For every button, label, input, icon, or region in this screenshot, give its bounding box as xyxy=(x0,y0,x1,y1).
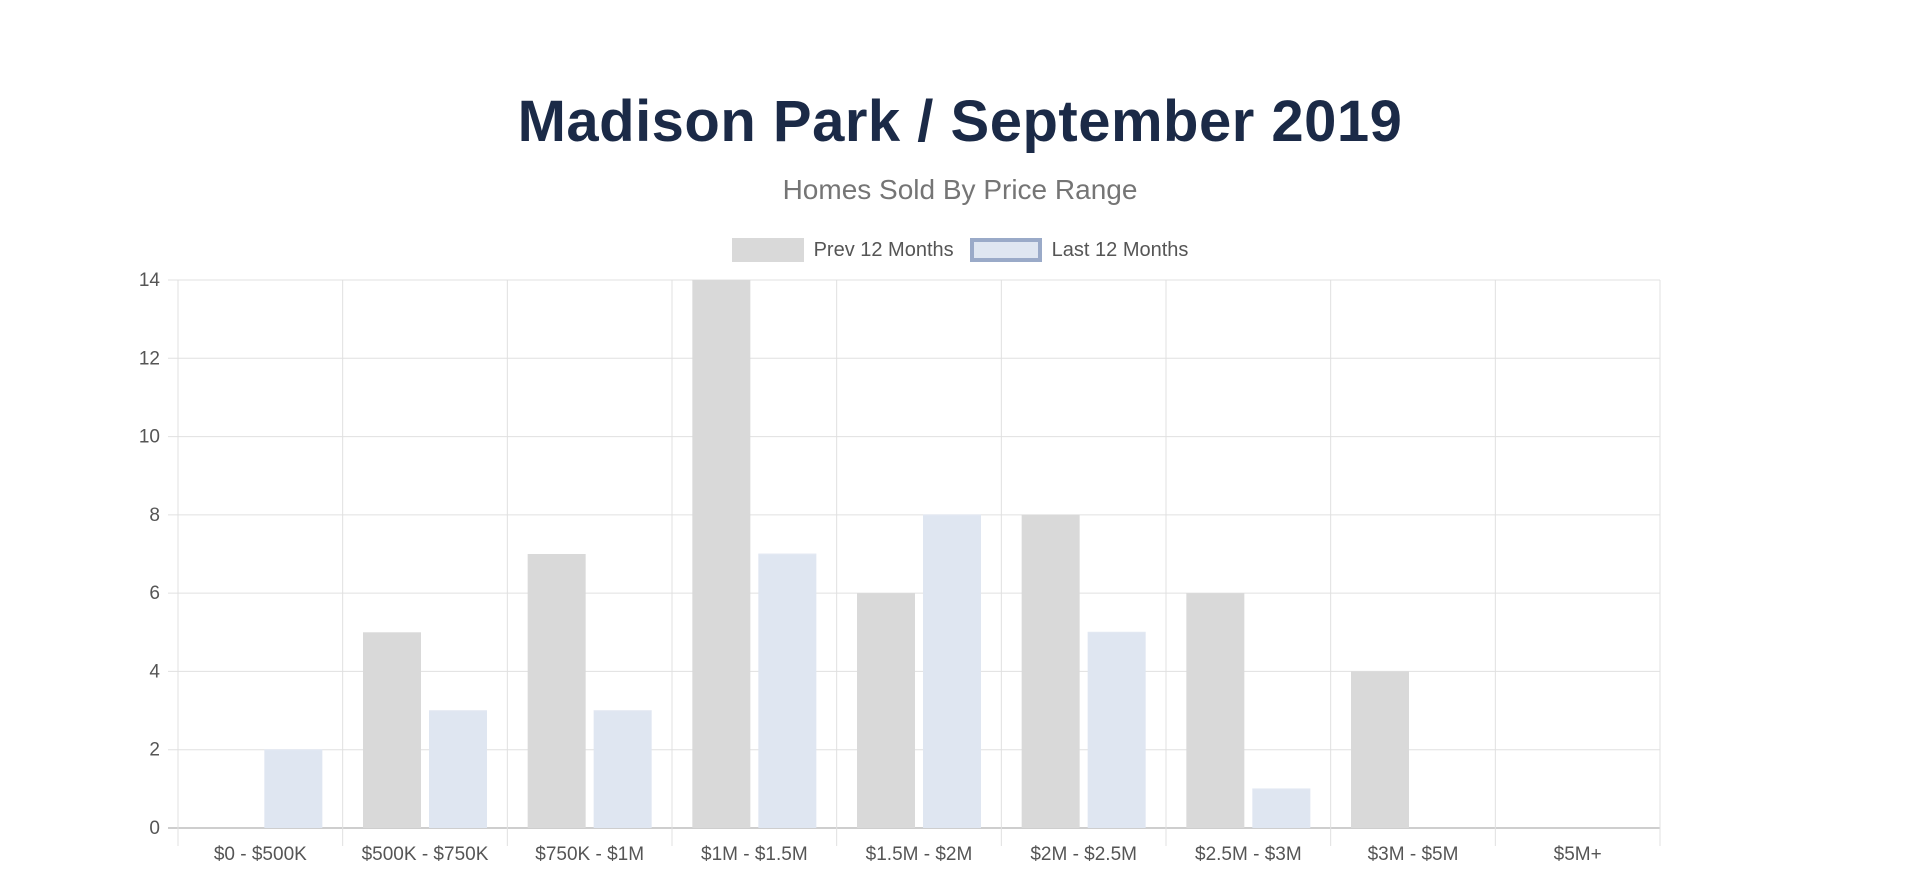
y-tick-label: 6 xyxy=(149,583,160,604)
x-tick-label: $1M - $1.5M xyxy=(701,844,808,865)
bar-prev-3 xyxy=(692,280,751,828)
y-tick-label: 4 xyxy=(149,661,160,682)
y-tick-label: 14 xyxy=(139,270,161,291)
y-tick-label: 2 xyxy=(149,740,160,761)
x-tick-label: $750K - $1M xyxy=(535,844,644,865)
legend: Prev 12 Months Last 12 Months xyxy=(0,238,1920,262)
x-tick-label: $2.5M - $3M xyxy=(1195,844,1302,865)
legend-label-last: Last 12 Months xyxy=(1051,238,1189,261)
bar-last-0 xyxy=(264,749,323,828)
bar-prev-1 xyxy=(363,632,421,828)
legend-swatch-last xyxy=(969,238,1042,262)
bar-last-2 xyxy=(593,710,652,828)
x-tick-label: $3M - $5M xyxy=(1368,844,1459,865)
legend-item-prev[interactable]: Prev 12 Months xyxy=(731,238,954,262)
y-tick-label: 0 xyxy=(149,818,160,839)
bar-last-6 xyxy=(1252,788,1311,828)
chart-subtitle: Homes Sold By Price Range xyxy=(782,174,1138,205)
bar-prev-2 xyxy=(527,554,586,828)
y-tick-label: 10 xyxy=(139,427,160,448)
bar-prev-6 xyxy=(1186,593,1245,828)
bar-prev-4 xyxy=(857,593,915,828)
y-tick-label: 8 xyxy=(149,505,160,526)
bar-prev-7 xyxy=(1351,671,1409,828)
x-tick-label: $0 - $500K xyxy=(214,844,307,865)
bar-prev-5 xyxy=(1021,514,1080,828)
chart-title: Madison Park / September 2019 xyxy=(517,89,1403,154)
bar-last-3 xyxy=(758,554,817,828)
x-tick-label: $1.5M - $2M xyxy=(866,844,973,865)
x-tick-label: $2M - $2.5M xyxy=(1030,844,1137,865)
y-tick-label: 12 xyxy=(139,348,160,369)
bar-last-1 xyxy=(429,710,487,828)
bar-last-5 xyxy=(1087,632,1146,828)
bar-last-4 xyxy=(923,514,981,828)
x-tick-label: $5M+ xyxy=(1554,844,1602,865)
legend-label-prev: Prev 12 Months xyxy=(813,238,954,261)
legend-item-last[interactable]: Last 12 Months xyxy=(969,238,1189,262)
legend-swatch-prev xyxy=(731,238,804,262)
x-tick-label: $500K - $750K xyxy=(362,844,489,865)
